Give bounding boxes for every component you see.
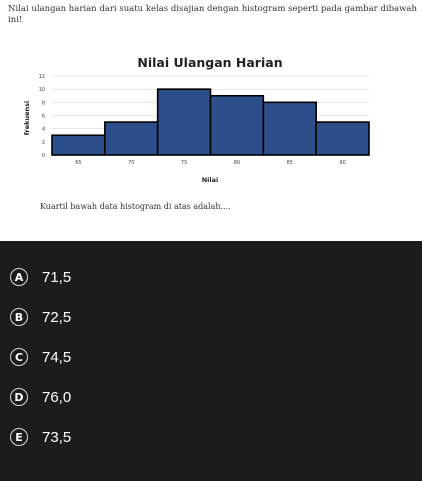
option-e[interactable]: E 73,5: [8, 417, 408, 457]
histogram-bar: [209, 94, 265, 156]
histogram-bar: [104, 121, 159, 156]
y-tick-label: 12: [39, 74, 45, 80]
y-tick-labels: 0 2 4 6 8 10 12: [39, 74, 45, 159]
option-a[interactable]: A 71,5: [8, 257, 408, 297]
y-tick-label: 8: [42, 100, 45, 106]
chart-title: Nilai Ulangan Harian: [137, 55, 282, 70]
histogram-bar: [262, 101, 317, 156]
histogram-bar: [51, 134, 106, 156]
option-d[interactable]: D 76,0: [8, 377, 408, 417]
histogram-bar: [315, 121, 370, 156]
option-d-badge: D: [10, 388, 28, 406]
option-c[interactable]: C 74,5: [8, 337, 408, 377]
option-c-text: 74,5: [42, 348, 72, 366]
option-b-text: 72,5: [42, 308, 72, 326]
x-tick-label: 65: [75, 160, 81, 166]
y-tick-label: 10: [39, 87, 45, 93]
option-b-badge: B: [10, 308, 28, 326]
y-tick-label: 6: [42, 114, 45, 120]
option-d-text: 76,0: [42, 388, 72, 406]
y-tick-label: 4: [42, 127, 45, 133]
x-tick-label: 80: [234, 160, 240, 166]
bar-layer: [51, 88, 370, 156]
x-tick-label: 90: [339, 160, 345, 166]
x-axis-label: Nilai: [202, 176, 219, 184]
y-tick-label: 2: [42, 140, 45, 146]
histogram-bar: [156, 88, 212, 156]
y-tick-label: 0: [42, 153, 45, 159]
option-e-badge: E: [10, 428, 28, 446]
answer-options: A 71,5 B 72,5 C 74,5 D 76,0 E 73,5: [8, 257, 408, 457]
y-axis-label: frekuensi: [23, 101, 31, 136]
question-card: Nilai ulangan harian dari suatu kelas di…: [0, 0, 422, 241]
x-tick-label: 85: [287, 160, 293, 166]
option-a-badge: A: [10, 268, 28, 286]
question-text: Nilai ulangan harian dari suatu kelas di…: [8, 4, 417, 25]
question-footer: Kuartil bawah data histogram di atas ada…: [40, 202, 231, 211]
option-a-text: 71,5: [42, 268, 72, 286]
x-tick-label: 75: [181, 160, 187, 166]
option-b[interactable]: B 72,5: [8, 297, 408, 337]
histogram-chart: Nilai Ulangan Harian 0 2 4 6 8 10 12 65 70 75 80 8…: [23, 55, 370, 184]
option-c-badge: C: [10, 348, 28, 366]
x-tick-labels: 65 70 75 80 85 90: [75, 160, 346, 166]
x-tick-label: 70: [128, 160, 134, 166]
option-e-text: 73,5: [42, 428, 72, 446]
